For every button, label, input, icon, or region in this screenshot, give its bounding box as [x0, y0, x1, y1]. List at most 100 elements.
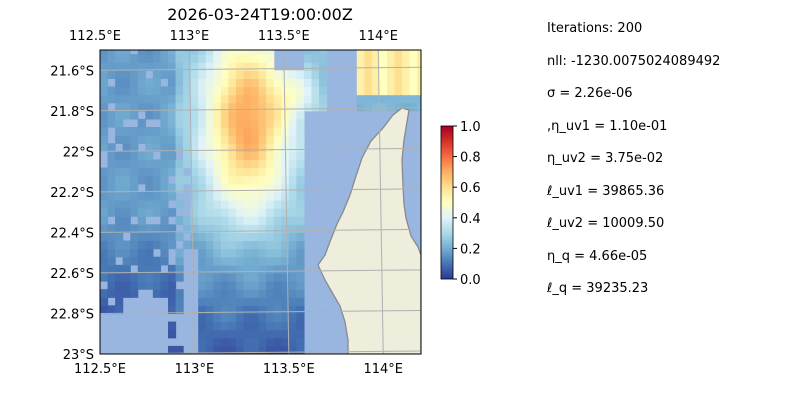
heatmap-cell	[122, 102, 131, 112]
heatmap-cell	[258, 102, 267, 112]
heatmap-cell	[243, 143, 252, 152]
heatmap-cell	[296, 102, 305, 112]
heatmap-cell	[175, 183, 184, 193]
heatmap-cell	[107, 183, 116, 193]
heatmap-cell	[228, 232, 237, 242]
heatmap-cell	[160, 289, 169, 298]
heatmap-cell	[220, 345, 229, 354]
heatmap-cell	[213, 240, 222, 250]
heatmap-cell	[251, 329, 260, 339]
heatmap-cell	[258, 50, 267, 55]
heatmap-cell	[266, 159, 275, 169]
heatmap-cell	[167, 70, 177, 79]
heatmap-cell	[152, 281, 162, 290]
heatmap-cell	[251, 289, 260, 298]
heatmap-cell	[100, 135, 109, 144]
heatmap-cell	[311, 62, 320, 71]
heatmap-cell	[167, 240, 177, 250]
heatmap-cell	[273, 224, 282, 233]
heatmap-cell	[379, 102, 388, 112]
heatmap-cell	[205, 167, 214, 177]
heatmap-cell	[167, 345, 177, 354]
heatmap-cell	[152, 110, 162, 120]
heatmap-cell	[228, 167, 237, 177]
x-tick-label-bottom: 113°E	[175, 362, 215, 377]
heatmap-cell	[251, 199, 260, 209]
heatmap-cell	[220, 102, 229, 112]
heatmap-cell	[417, 78, 421, 88]
heatmap-cell	[281, 224, 290, 233]
heatmap-cell	[145, 159, 154, 169]
heatmap-cell	[205, 345, 214, 354]
heatmap-cell	[251, 337, 260, 347]
heatmap-cell	[175, 167, 184, 177]
gridline-parallel	[100, 309, 421, 314]
y-tick-label: 23°S	[63, 348, 94, 363]
heatmap-cell	[235, 94, 245, 104]
heatmap-cell	[167, 62, 177, 71]
heatmap-cell	[100, 78, 109, 88]
heatmap-cell	[198, 191, 207, 201]
heatmap-cell	[145, 54, 154, 63]
heatmap-cell	[190, 199, 199, 209]
heatmap-cell	[220, 159, 229, 169]
heatmap-cell	[281, 264, 290, 274]
heatmap-cell	[115, 264, 124, 274]
heatmap-cell	[205, 248, 214, 258]
heatmap-cell	[167, 151, 177, 161]
heatmap-cell	[100, 264, 109, 274]
heatmap-cell	[243, 199, 252, 209]
heatmap-cell	[258, 337, 267, 347]
heatmap-cell	[235, 127, 245, 136]
heatmap-cell	[175, 256, 184, 266]
heatmap-cell	[235, 321, 245, 331]
heatmap-cell	[258, 159, 267, 169]
heatmap-cell	[213, 297, 222, 306]
heatmap-cell	[364, 70, 373, 79]
heatmap-cell	[303, 78, 313, 88]
heatmap-cell	[115, 86, 124, 96]
heatmap-cell	[251, 281, 260, 290]
heatmap-cell	[220, 167, 229, 177]
heatmap-cell	[364, 62, 373, 71]
heatmap-cell	[115, 281, 124, 290]
heatmap-cell	[205, 143, 214, 152]
heatmap-cell	[198, 70, 207, 79]
heatmap-cell	[152, 256, 162, 266]
heatmap-cell	[175, 305, 184, 315]
heatmap-cell	[100, 248, 109, 258]
heatmap-cell	[266, 94, 275, 104]
heatmap-cell	[183, 175, 192, 185]
heatmap-cell	[205, 118, 214, 128]
heatmap-cell	[205, 272, 214, 282]
heatmap-cell	[130, 70, 139, 79]
heatmap-cell	[100, 118, 109, 128]
heatmap-cell	[198, 86, 207, 96]
heatmap-cell	[107, 62, 116, 71]
heatmap-cell	[183, 62, 192, 71]
heatmap-cell	[311, 102, 320, 112]
heatmap-cell	[258, 110, 267, 120]
heatmap-cell	[235, 208, 245, 217]
heatmap-cell	[235, 313, 245, 323]
heatmap-cell	[213, 78, 222, 88]
heatmap-cell	[273, 110, 282, 120]
heatmap-cell	[213, 54, 222, 63]
heatmap-cell	[243, 329, 252, 339]
heatmap-cell	[281, 102, 290, 112]
heatmap-cell	[145, 272, 154, 282]
heatmap-cell	[296, 110, 305, 120]
heatmap-cell	[205, 329, 214, 339]
heatmap-cells	[100, 50, 421, 354]
heatmap-cell	[167, 329, 177, 339]
heatmap-cell	[152, 208, 162, 217]
heatmap-cell	[198, 78, 207, 88]
heatmap-cell	[130, 159, 139, 169]
map-area	[100, 50, 421, 354]
heatmap-cell	[137, 167, 146, 177]
heatmap-cell	[243, 167, 252, 177]
heatmap-cell	[145, 86, 154, 96]
heatmap-cell	[160, 199, 169, 209]
heatmap-cell	[251, 159, 260, 169]
heatmap-cell	[100, 208, 109, 217]
